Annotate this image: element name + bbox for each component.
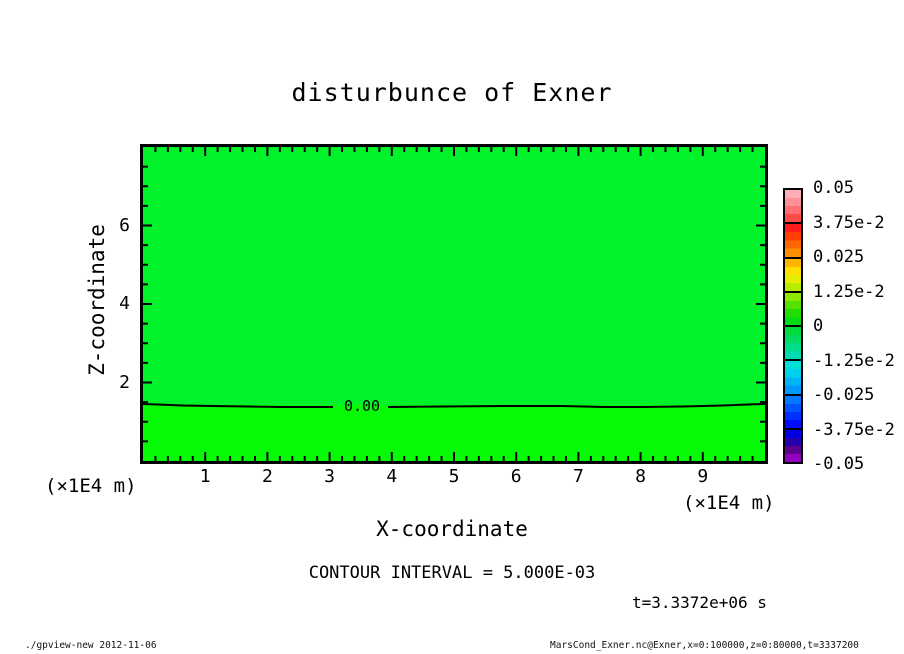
colorbar-segment [785, 429, 801, 462]
colorbar-tick-label: 1.25e-2 [813, 281, 885, 302]
negative-field-region [143, 405, 765, 461]
colorbar-tick-label: 0 [813, 316, 824, 336]
contour-path [387, 403, 765, 408]
colorbar-tick-label: -1.25e-2 [813, 350, 895, 371]
zero-contour-line [143, 403, 765, 408]
colorbar-segment [785, 258, 801, 293]
colorbar-tick-label: -0.025 [813, 385, 875, 405]
colorbar-segment [785, 190, 801, 225]
y-tick-label: 4 [119, 293, 130, 314]
contour-line-label: 0.00 [343, 397, 381, 415]
contour-path [143, 403, 333, 408]
contour-interval-text: CONTOUR INTERVAL = 5.000E-03 [308, 563, 596, 583]
colorbar-segment [785, 224, 801, 259]
colorbar-tick-label: 3.75e-2 [813, 212, 885, 233]
x-tick-label: 2 [261, 466, 273, 487]
colorbar-segment [785, 395, 801, 430]
colorbar-tick-label: -3.75e-2 [813, 419, 895, 440]
y-tick-label: 2 [119, 371, 130, 393]
x-tick-label: 3 [324, 466, 336, 487]
x-tick-label: 8 [635, 466, 647, 487]
axis-ticks [143, 147, 765, 461]
y-axis-unit: (×1E4 m) [45, 475, 137, 497]
x-tick-label: 6 [510, 466, 522, 487]
x-axis-unit: (×1E4 m) [683, 492, 775, 514]
x-tick-label: 4 [386, 466, 398, 487]
colorbar-tick-label: 0.025 [813, 247, 865, 267]
plot-title: disturbunce of Exner [291, 78, 613, 107]
plot-area: 0.00 [140, 144, 768, 464]
colorbar-tick-label: 0.05 [813, 178, 854, 198]
time-stamp-text: t=3.3372e+06 s [632, 593, 767, 612]
colorbar-segment [785, 327, 801, 362]
x-tick-label: 7 [572, 466, 584, 487]
footer-source-text: MarsCond_Exner.nc@Exner,x=0:100000,z=0:8… [550, 640, 859, 651]
x-tick-label: 1 [199, 466, 211, 487]
colorbar-tick-label: -0.05 [813, 454, 865, 474]
x-axis-title: X-coordinate [376, 517, 528, 541]
colorbar-segment [785, 361, 801, 396]
colorbar [783, 188, 803, 464]
x-tick-label: 5 [448, 466, 460, 487]
y-tick-label: 6 [119, 214, 130, 236]
x-tick-label: 9 [697, 466, 709, 487]
colorbar-segment [785, 292, 801, 327]
footer-program-text: ./gpview-new 2012-11-06 [25, 640, 157, 651]
y-axis-title: Z-coordinate [85, 224, 109, 376]
